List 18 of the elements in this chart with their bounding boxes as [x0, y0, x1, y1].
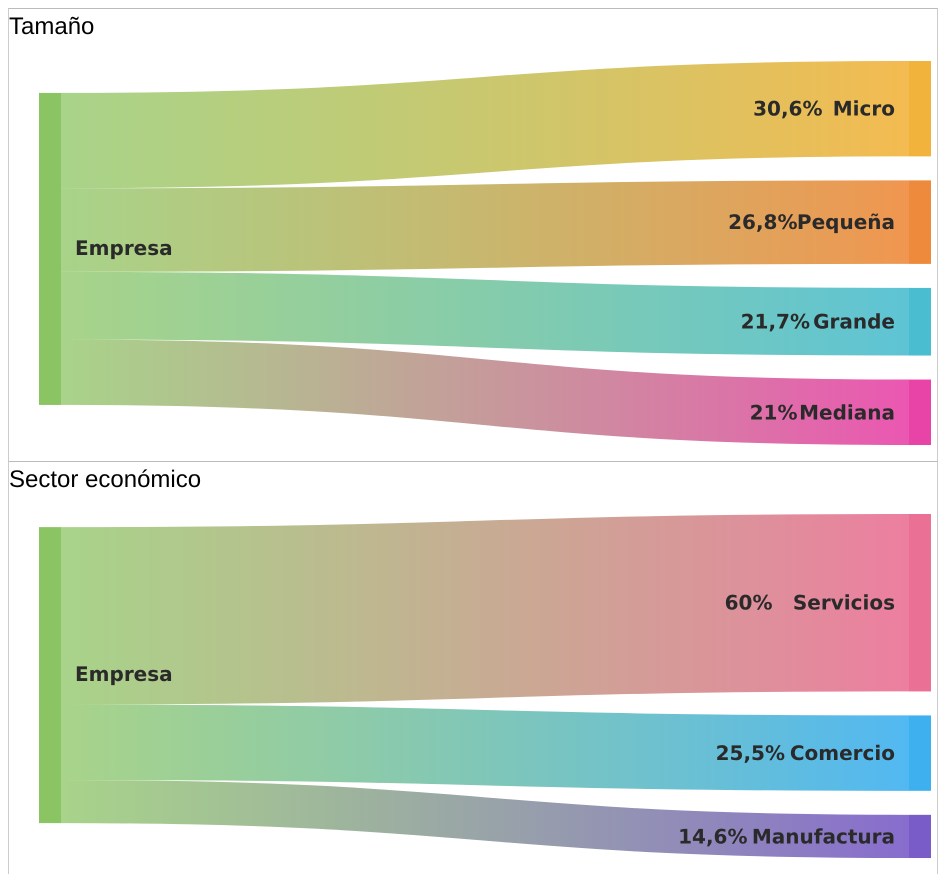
data-label: 21%: [750, 400, 798, 424]
data-label: 14,6%: [678, 824, 748, 848]
data-label: 60%: [724, 590, 772, 615]
data-label: 26,8%: [728, 210, 798, 234]
category-label: Servicios: [792, 590, 895, 615]
text: Empresa: [75, 662, 173, 686]
category-label: Comercio: [790, 741, 895, 766]
text: Tamaño: [9, 12, 96, 41]
data-label: 30,6%: [753, 96, 822, 121]
category-label: Micro: [832, 96, 895, 121]
category-label: Manufactura: [752, 824, 895, 848]
category-label: Pequeña: [796, 210, 895, 234]
text: Empresa: [75, 236, 173, 260]
text: Sector económico: [9, 465, 202, 494]
category-label: Grande: [813, 310, 895, 334]
data-label: 21,7%: [740, 310, 810, 334]
data-label: 25,5%: [716, 741, 785, 766]
category-label: Mediana: [799, 400, 895, 424]
